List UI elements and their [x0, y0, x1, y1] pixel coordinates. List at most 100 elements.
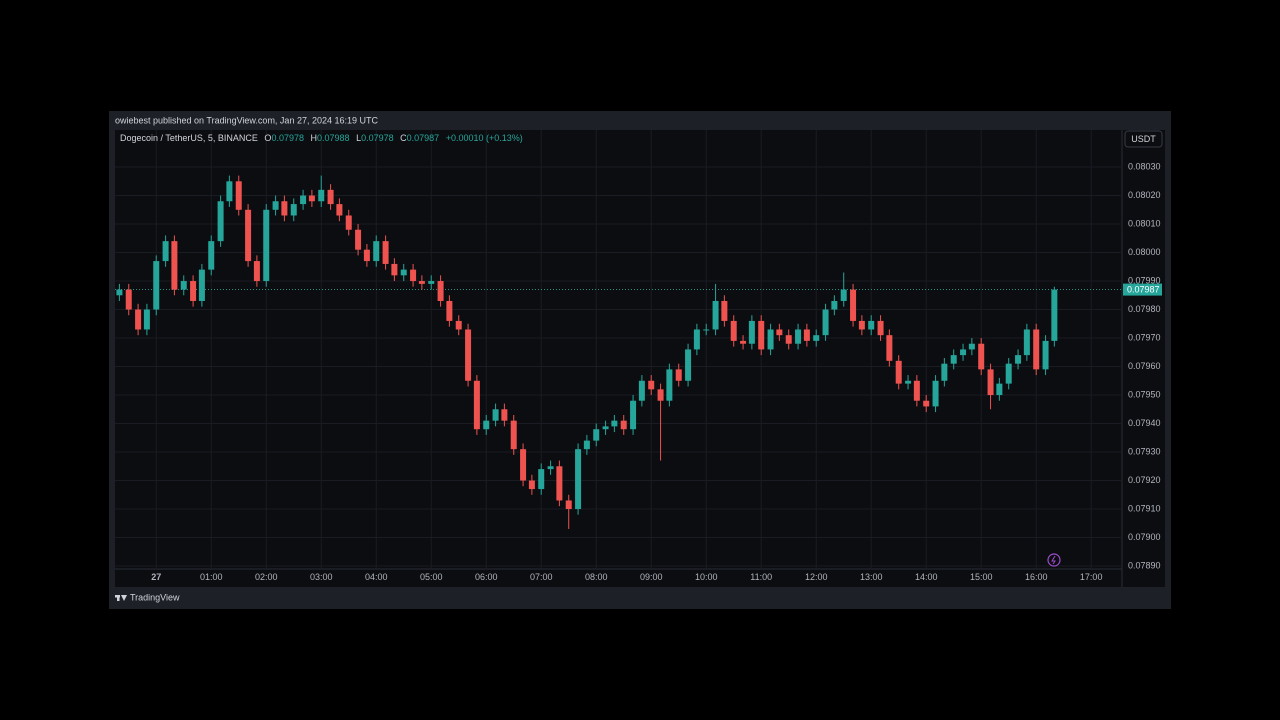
x-tick-label: 17:00 — [1080, 572, 1103, 582]
candle-body — [382, 241, 389, 264]
candle-body — [208, 241, 215, 270]
ohlc-value: 0.07988 — [317, 133, 350, 143]
ohlc-key: C — [400, 133, 407, 143]
y-tick-label: 0.08010 — [1128, 218, 1161, 228]
candle-body — [620, 420, 627, 430]
currency-label[interactable]: USDT — [1131, 134, 1156, 144]
candle-body — [611, 420, 618, 427]
candle-body — [996, 383, 1003, 396]
icon-bolt — [1051, 555, 1056, 565]
y-tick-label: 0.07950 — [1128, 389, 1161, 399]
candle-body — [565, 500, 572, 510]
candle-body — [162, 241, 169, 262]
candle-body — [638, 380, 645, 401]
candle-body — [831, 300, 838, 310]
candle-body — [968, 343, 975, 350]
candle-body — [712, 300, 719, 330]
y-tick-label: 0.07940 — [1128, 418, 1161, 428]
candle-body — [840, 289, 847, 301]
candle-body — [693, 329, 700, 350]
candle-body — [501, 409, 508, 421]
publish-note: owiebest published on TradingView.com, J… — [115, 115, 379, 125]
candle-body — [858, 320, 865, 330]
candle-body — [987, 369, 994, 396]
logo-part — [121, 595, 127, 601]
candle-body — [281, 201, 288, 216]
lightning-icon[interactable] — [1047, 553, 1061, 567]
candle-body — [767, 329, 774, 350]
candle-body — [630, 400, 637, 430]
candle-body — [143, 309, 150, 330]
candle-body — [336, 204, 343, 216]
currency-button[interactable] — [1124, 130, 1163, 148]
candle-body — [721, 300, 728, 321]
candle-body — [492, 409, 499, 421]
candle-body — [235, 181, 242, 210]
candle-body — [960, 349, 967, 356]
candle-body — [190, 281, 197, 301]
candle-body — [363, 249, 370, 262]
candle-body — [400, 269, 407, 276]
candle-body — [318, 189, 325, 202]
candle-body — [355, 229, 362, 250]
candle-body — [895, 360, 902, 384]
y-tick-label: 0.07900 — [1128, 532, 1161, 542]
candle-body — [483, 420, 490, 430]
candle-body — [290, 204, 297, 216]
candle-body — [253, 261, 260, 282]
candle-body — [730, 320, 737, 341]
candle-body — [1005, 363, 1012, 384]
candle-body — [226, 181, 233, 202]
candle-body — [1042, 340, 1049, 370]
candle-body — [520, 449, 527, 481]
candle-body — [171, 241, 178, 290]
ohlc-key: O — [264, 133, 271, 143]
candle-body — [198, 269, 205, 301]
candle-body — [327, 189, 334, 205]
candle-body — [602, 426, 609, 430]
candle-body — [1051, 289, 1058, 341]
candle-body — [978, 343, 985, 370]
ohlc-value: 0.07978 — [361, 133, 394, 143]
brand-name: TradingView — [130, 592, 180, 602]
y-tick-label: 0.07970 — [1128, 332, 1161, 342]
brand-logo — [115, 595, 127, 601]
candle-body — [125, 289, 132, 310]
candle-body — [263, 209, 270, 282]
candle-body — [648, 380, 655, 390]
candle-body — [785, 335, 792, 344]
candle-body — [1023, 329, 1030, 356]
candle-body — [547, 466, 554, 470]
candle-body — [685, 349, 692, 381]
y-tick-label: 0.07920 — [1128, 475, 1161, 485]
x-tick-label: 27 — [151, 572, 161, 582]
candle-body — [583, 440, 590, 450]
x-tick-label: 11:00 — [750, 572, 772, 582]
candle-body — [666, 369, 673, 401]
candle-body — [740, 340, 747, 344]
candle-body — [803, 329, 810, 341]
x-tick-label: 12:00 — [805, 572, 828, 582]
y-tick-label: 0.07960 — [1128, 361, 1161, 371]
candle-body — [510, 420, 517, 450]
plot: 0.07890 0.07900 0.07910 0.07920 0.07930 0.079… — [115, 130, 1162, 582]
candle-body — [135, 309, 142, 330]
x-tick-label: 15:00 — [970, 572, 993, 582]
candle-body — [932, 380, 939, 407]
x-tick-label: 01:00 — [200, 572, 223, 582]
y-tick-label: 0.08030 — [1128, 161, 1161, 171]
candle-body — [868, 320, 875, 330]
y-tick-label: 0.08020 — [1128, 190, 1161, 200]
candle-body — [345, 215, 352, 230]
y-tick-label: 0.07890 — [1128, 560, 1161, 570]
x-tick-label: 10:00 — [695, 572, 718, 582]
candle-body — [418, 281, 425, 284]
icon-ring — [1047, 553, 1061, 567]
candle-body — [373, 241, 380, 262]
candle-body — [905, 380, 912, 384]
candle-body — [813, 335, 820, 341]
y-tick-label: 0.08000 — [1128, 247, 1161, 257]
last-price-tag — [1123, 283, 1162, 296]
x-tick-label: 13:00 — [860, 572, 883, 582]
